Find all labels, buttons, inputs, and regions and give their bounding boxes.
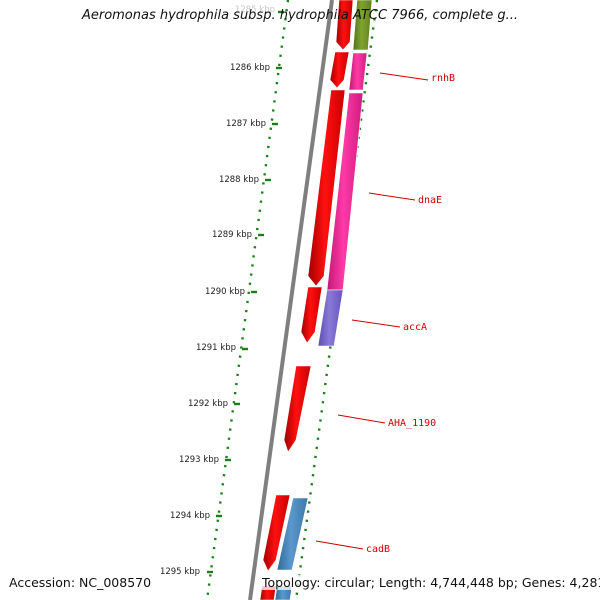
ruler-label: 1286 kbp xyxy=(230,63,270,73)
callout-line xyxy=(351,319,401,328)
gene-label-accA: accA xyxy=(403,322,427,333)
gene-label-dnaE: dnaE xyxy=(418,195,442,206)
ruler-label: 1285 kbp xyxy=(235,5,275,15)
accession-text: Accession: NC_008570 xyxy=(9,575,152,590)
ruler-label: 1295 kbp xyxy=(160,567,200,577)
ruler-label: 1288 kbp xyxy=(219,175,259,185)
gene-label-rnhB: rnhB xyxy=(431,73,455,84)
ruler-label: 1294 kbp xyxy=(170,511,210,521)
ruler-label: 1293 kbp xyxy=(179,455,219,465)
callout-line xyxy=(368,192,416,201)
gene-arrow xyxy=(276,497,309,571)
callout-line xyxy=(379,72,429,81)
gene-arrow xyxy=(317,289,344,347)
topology-text: Topology: circular; Length: 4,744,448 bp… xyxy=(262,575,600,590)
gene-label-AHA_1190: AHA_1190 xyxy=(388,418,436,429)
gene-arrow xyxy=(307,89,346,287)
backbone-arc xyxy=(248,0,334,600)
gene-arrow xyxy=(329,51,350,89)
map-title: Aeromonas hydrophila subsp. hydrophila A… xyxy=(81,8,519,23)
gene-arrow xyxy=(335,0,354,51)
ruler-label: 1287 kbp xyxy=(226,119,266,129)
ruler-label: 1292 kbp xyxy=(188,399,228,409)
forward-strand-features xyxy=(259,0,354,600)
gene-arrow xyxy=(352,0,373,51)
inner-dotted-ring xyxy=(205,0,290,600)
gene-arrow xyxy=(300,286,323,344)
reverse-strand-features xyxy=(274,0,373,600)
ruler-ticks xyxy=(207,10,284,574)
ruler-label: 1289 kbp xyxy=(212,230,252,240)
gene-arrow xyxy=(348,52,368,91)
ruler-label: 1291 kbp xyxy=(196,343,236,353)
callout-line xyxy=(315,540,364,550)
ruler-label: 1290 kbp xyxy=(205,287,245,297)
gene-labels: rnhB dnaE accA AHA_1190 cadB xyxy=(366,73,455,555)
outer-dotted-ring xyxy=(294,0,379,600)
gene-label-cadB: cadB xyxy=(366,544,390,555)
ruler-labels: 1285 kbp 1286 kbp 1287 kbp 1288 kbp 1289… xyxy=(160,5,275,577)
gene-callouts xyxy=(315,72,429,550)
gene-arrow xyxy=(283,365,312,453)
gene-arrow xyxy=(262,494,291,572)
callout-line xyxy=(337,414,386,424)
